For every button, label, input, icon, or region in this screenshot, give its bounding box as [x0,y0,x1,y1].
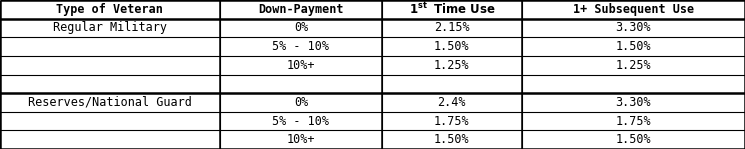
Text: 1+ Subsequent Use: 1+ Subsequent Use [573,3,694,16]
Text: 2.15%: 2.15% [434,21,469,34]
Text: 1.50%: 1.50% [615,40,651,53]
Text: 1.50%: 1.50% [615,133,651,146]
Text: 10%+: 10%+ [287,133,315,146]
Text: 2.4%: 2.4% [437,96,466,109]
Text: Regular Military: Regular Military [53,21,167,34]
Text: 1.75%: 1.75% [434,115,469,128]
Text: 10%+: 10%+ [287,59,315,72]
Text: 5% - 10%: 5% - 10% [273,40,329,53]
Text: Down-Payment: Down-Payment [259,3,343,16]
Text: 0%: 0% [294,96,308,109]
Text: Reserves/National Guard: Reserves/National Guard [28,96,191,109]
Text: 1.25%: 1.25% [615,59,651,72]
Text: 5% - 10%: 5% - 10% [273,115,329,128]
Text: 3.30%: 3.30% [615,96,651,109]
Text: 1.25%: 1.25% [434,59,469,72]
Text: 3.30%: 3.30% [615,21,651,34]
Text: 0%: 0% [294,21,308,34]
Text: $\bf{1}^{\bf{st}}$ $\bf{Time\ Use}$: $\bf{1}^{\bf{st}}$ $\bf{Time\ Use}$ [408,1,495,17]
Text: 1.75%: 1.75% [615,115,651,128]
Text: 1.50%: 1.50% [434,40,469,53]
Text: 1.50%: 1.50% [434,133,469,146]
Text: Type of Veteran: Type of Veteran [57,3,163,16]
